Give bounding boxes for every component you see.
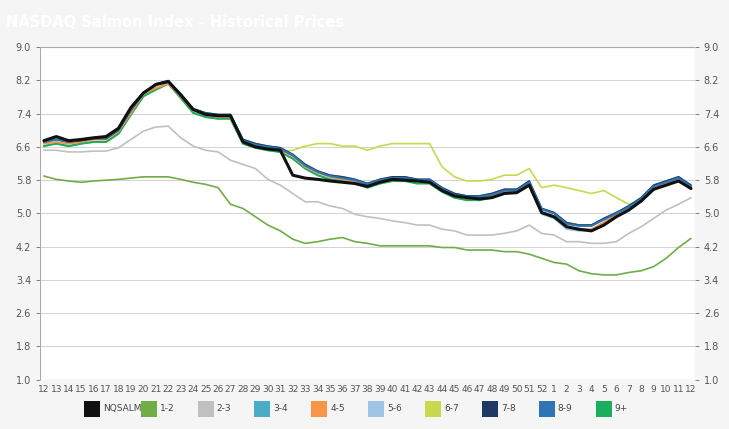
Bar (368, 401, 384, 417)
Bar (141, 401, 157, 417)
Text: 4-5: 4-5 (330, 405, 345, 414)
Bar (425, 401, 441, 417)
Bar (311, 401, 327, 417)
Bar (539, 401, 555, 417)
Bar (198, 401, 214, 417)
Text: 9+: 9+ (615, 405, 628, 414)
Bar (482, 401, 498, 417)
Text: 1-2: 1-2 (160, 405, 174, 414)
Text: 2-3: 2-3 (217, 405, 231, 414)
Text: 3-4: 3-4 (273, 405, 288, 414)
Text: 5-6: 5-6 (387, 405, 402, 414)
Text: 6-7: 6-7 (444, 405, 459, 414)
Text: NASDAQ Salmon Index - Historical Prices: NASDAQ Salmon Index - Historical Prices (6, 15, 344, 30)
Text: 8-9: 8-9 (558, 405, 572, 414)
Bar (84, 401, 100, 417)
Text: NQSALMON: NQSALMON (103, 405, 155, 414)
Bar (596, 401, 612, 417)
Text: 7-8: 7-8 (501, 405, 515, 414)
Bar (254, 401, 270, 417)
